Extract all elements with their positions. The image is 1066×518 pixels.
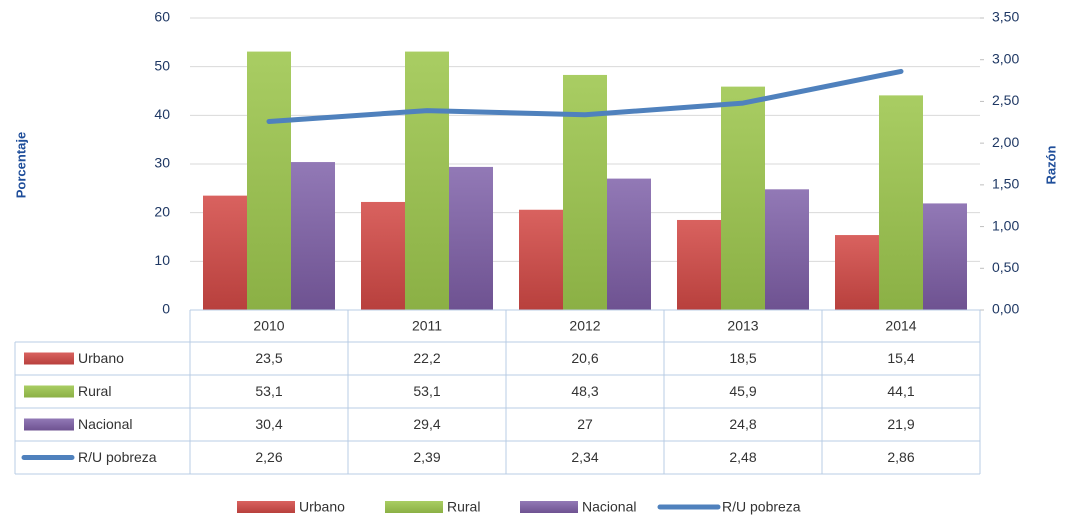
- x-tick-label: 2013: [727, 318, 758, 334]
- table-cell: 15,4: [887, 350, 914, 366]
- y-tick-label: 0: [162, 301, 170, 317]
- table-cell: 27: [577, 416, 593, 432]
- table-cell: 44,1: [887, 383, 914, 399]
- bar: [405, 51, 449, 311]
- y2-tick-label: 2,00: [992, 134, 1019, 150]
- table-cell: 2,48: [729, 449, 756, 465]
- line: [266, 68, 904, 124]
- bar: [291, 162, 335, 310]
- bar: [449, 166, 493, 310]
- legend-label: Urbano: [299, 499, 345, 515]
- table-swatch: [24, 385, 74, 398]
- table-row-label: Rural: [78, 383, 111, 399]
- y-tick-label: 60: [154, 9, 170, 25]
- table-cell: 21,9: [887, 416, 914, 432]
- table-cell: 30,4: [255, 416, 282, 432]
- legend-label: R/U pobreza: [722, 499, 801, 515]
- bar: [923, 203, 967, 310]
- table-swatch: [24, 352, 74, 365]
- table-cell: 2,34: [571, 449, 598, 465]
- table-swatch: [24, 418, 74, 431]
- table-cell: 24,8: [729, 416, 756, 432]
- bar: [607, 178, 651, 310]
- table-cell: 23,5: [255, 350, 282, 366]
- table-row-label: Nacional: [78, 416, 132, 432]
- legend-swatch: [520, 501, 578, 513]
- bar: [677, 219, 721, 310]
- y2-tick-label: 1,00: [992, 217, 1019, 233]
- x-tick-label: 2012: [569, 318, 600, 334]
- y2-tick-label: 0,00: [992, 301, 1019, 317]
- y-axis-title: Porcentaje: [13, 132, 28, 198]
- table-cell: 48,3: [571, 383, 598, 399]
- table-row-label: R/U pobreza: [78, 449, 157, 465]
- bar: [361, 201, 405, 310]
- table-cell: 2,26: [255, 449, 282, 465]
- bar: [879, 95, 923, 310]
- x-tick-label: 2010: [253, 318, 284, 334]
- y2-tick-label: 3,50: [992, 9, 1019, 25]
- table-cell: 20,6: [571, 350, 598, 366]
- y2-tick-label: 1,50: [992, 176, 1019, 192]
- y2-tick-label: 0,50: [992, 259, 1019, 275]
- legend-swatch: [385, 501, 443, 513]
- table-cell: 29,4: [413, 416, 440, 432]
- table-cell: 2,39: [413, 449, 440, 465]
- y2-tick-label: 2,50: [992, 92, 1019, 108]
- legend-label: Rural: [447, 499, 480, 515]
- table-row-label: Urbano: [78, 350, 124, 366]
- bar: [721, 86, 765, 311]
- bar: [563, 74, 607, 310]
- legend-swatch: [237, 501, 295, 513]
- y-tick-label: 50: [154, 57, 170, 73]
- table-cell: 22,2: [413, 350, 440, 366]
- y-tick-label: 40: [154, 106, 170, 122]
- y-tick-label: 10: [154, 252, 170, 268]
- x-tick-label: 2011: [412, 318, 442, 334]
- y2-tick-label: 3,00: [992, 50, 1019, 66]
- table-cell: 45,9: [729, 383, 756, 399]
- x-tick-label: 2014: [885, 318, 916, 334]
- y2-axis-title: Razón: [1043, 145, 1058, 184]
- bar: [835, 235, 879, 310]
- y-tick-label: 20: [154, 203, 170, 219]
- bar: [203, 195, 247, 310]
- table-cell: 53,1: [413, 383, 440, 399]
- table-cell: 53,1: [255, 383, 282, 399]
- table-cell: 18,5: [729, 350, 756, 366]
- legend-label: Nacional: [582, 499, 636, 515]
- table-cell: 2,86: [887, 449, 914, 465]
- bar: [765, 189, 809, 310]
- y-tick-label: 30: [154, 155, 170, 171]
- bar: [247, 51, 291, 311]
- bar: [519, 209, 563, 310]
